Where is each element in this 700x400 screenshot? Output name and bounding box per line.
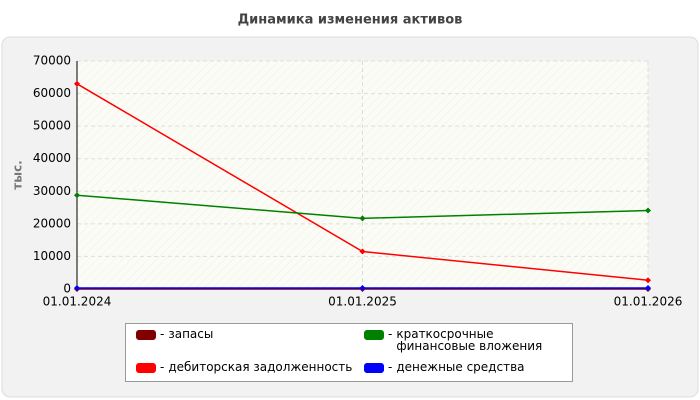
point bbox=[645, 277, 651, 284]
y-tick-label: 40000 bbox=[33, 151, 71, 165]
y-tick-label: 30000 bbox=[33, 184, 71, 198]
legend-swatch bbox=[136, 362, 156, 373]
legend-label: денежные средства bbox=[396, 359, 525, 374]
x-tick-label: 01.01.2024 bbox=[43, 295, 112, 309]
legend-label: дебиторская задолженность bbox=[168, 359, 353, 374]
point bbox=[74, 192, 80, 199]
y-tick-label: 60000 bbox=[33, 86, 71, 100]
legend-item: - запасы bbox=[136, 328, 364, 358]
chart-title: Динамика изменения активов bbox=[238, 13, 463, 28]
legend-label: краткосрочные финансовые вложения bbox=[396, 327, 543, 353]
legend-item: - краткосрочные финансовые вложения bbox=[364, 328, 574, 358]
y-tick-label: 50000 bbox=[33, 119, 71, 133]
y-tick-label: 70000 bbox=[33, 54, 71, 68]
legend-item: - дебиторская задолженность bbox=[136, 361, 364, 379]
legend-label: запасы bbox=[168, 327, 214, 341]
point bbox=[74, 285, 80, 292]
legend: - запасы - дебиторская задолженность - кратко… bbox=[125, 323, 573, 382]
point bbox=[74, 80, 80, 87]
point bbox=[359, 248, 366, 255]
y-tick-label: 0 bbox=[63, 282, 71, 296]
legend-swatch bbox=[136, 330, 156, 340]
y-axis-label: тыс. bbox=[11, 160, 25, 189]
point bbox=[645, 285, 651, 292]
legend-swatch bbox=[364, 330, 384, 340]
point bbox=[359, 285, 366, 292]
legend-item: - денежные средства bbox=[364, 361, 574, 379]
legend-dash: - bbox=[160, 327, 165, 341]
legend-dash: - bbox=[160, 359, 165, 374]
legend-dash: - bbox=[388, 359, 393, 374]
x-tick-label: 01.01.2026 bbox=[614, 295, 683, 309]
point bbox=[359, 215, 366, 222]
point bbox=[645, 207, 651, 214]
legend-dash: - bbox=[388, 327, 393, 341]
legend-swatch bbox=[364, 362, 384, 373]
y-tick-label: 20000 bbox=[33, 216, 71, 230]
y-tick-label: 10000 bbox=[33, 249, 71, 263]
x-tick-label: 01.01.2025 bbox=[328, 295, 397, 309]
